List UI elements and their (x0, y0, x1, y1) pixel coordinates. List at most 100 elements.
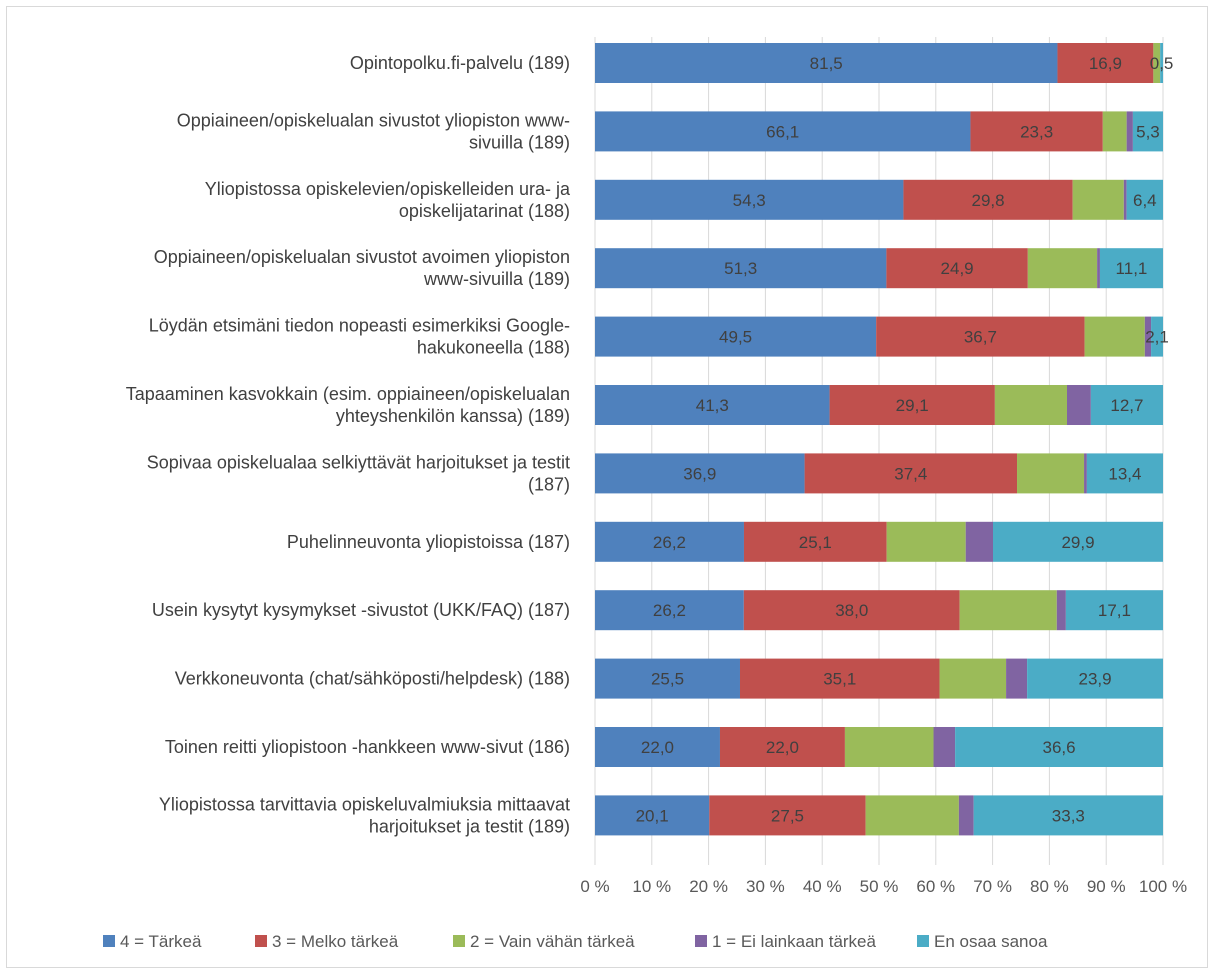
bar-segment (829, 385, 995, 425)
x-tick-label: 10 % (632, 877, 671, 896)
stacked-bar-chart: 81,5 16,9 0,5 66,1 23,3 5,3 54,3 29,8 6,4 51,3 24,… (103, 37, 1187, 951)
bar-segment (709, 795, 866, 836)
category-label: Tapaaminen kasvokkain (esim. oppiaineen/… (126, 384, 570, 404)
bar-segment (1090, 385, 1163, 425)
bar-segment (876, 316, 1085, 357)
category-label: Toinen reitti yliopistoon -hankkeen www-… (165, 737, 570, 757)
bar-segment (958, 795, 974, 836)
bar-segment (1067, 385, 1091, 425)
category-labels: Opintopolku.fi-palvelu (189) Oppiaineen/o… (126, 53, 571, 836)
category-label: Yliopistossa opiskelevien/opiskelleiden … (205, 179, 571, 199)
data-label: 25,1 (799, 533, 832, 552)
data-label: 24,9 (941, 259, 974, 278)
bar-segment (595, 385, 830, 425)
bar-segment (743, 521, 887, 562)
bar-segment (595, 590, 744, 631)
category-label: (187) (528, 474, 570, 494)
data-label: 41,3 (696, 396, 729, 415)
legend-entry: 3 = Melko tärkeä (272, 932, 399, 951)
data-label: 2,1 (1145, 328, 1169, 347)
bar-segment (1097, 248, 1100, 289)
data-label: 0,5 (1150, 54, 1174, 73)
bar-segment (1126, 111, 1133, 152)
data-label: 25,5 (651, 670, 684, 689)
data-label: 5,3 (1136, 122, 1160, 141)
bar-segment (970, 111, 1103, 152)
x-tick-label: 80 % (1030, 877, 1069, 896)
x-axis-ticks: 0 % 10 % 20 % 30 % 40 % 50 % 60 % 70 % 80 % 90 % 1… (580, 877, 1187, 896)
data-label: 54,3 (733, 191, 766, 210)
bar-segment (1057, 43, 1154, 83)
bar-segment (595, 521, 744, 562)
category-label: Sopivaa opiskelualaa selkiyttävät harjoi… (147, 452, 570, 472)
data-label: 33,3 (1052, 806, 1085, 825)
data-label: 13,4 (1108, 464, 1141, 483)
bar-segment (595, 111, 971, 152)
chart-frame: 81,5 16,9 0,5 66,1 23,3 5,3 54,3 29,8 6,4 51,3 24,… (6, 6, 1208, 968)
bars (595, 43, 1163, 836)
bar-segment (865, 795, 959, 836)
bar-segment (1084, 316, 1145, 357)
bar-segment (955, 727, 1163, 767)
x-tick-label: 50 % (860, 877, 899, 896)
category-label: Oppiaineen/opiskelualan sivustot yliopis… (177, 110, 570, 130)
data-label: 36,7 (964, 328, 997, 347)
data-label: 11,1 (1116, 259, 1148, 278)
data-label: 6,4 (1133, 191, 1157, 210)
bar-segment (595, 179, 904, 220)
data-label: 26,2 (653, 601, 686, 620)
legend-swatch (695, 935, 707, 947)
bar-segment (965, 521, 993, 562)
x-tick-label: 30 % (746, 877, 785, 896)
bar-segment (886, 248, 1028, 289)
x-tick-label: 100 % (1139, 877, 1187, 896)
bar-segment (719, 727, 845, 767)
bar-segment (1006, 658, 1028, 699)
data-label: 22,0 (641, 738, 674, 757)
data-label: 22,0 (766, 738, 799, 757)
data-label: 29,8 (972, 191, 1005, 210)
legend: 4 = Tärkeä 3 = Melko tärkeä 2 = Vain vähän… (103, 932, 1048, 951)
legend-swatch (917, 935, 929, 947)
data-label: 49,5 (719, 328, 752, 347)
data-label: 36,6 (1043, 738, 1076, 757)
bar-segment (1084, 453, 1087, 494)
data-label: 23,9 (1079, 670, 1112, 689)
x-tick-label: 60 % (916, 877, 955, 896)
legend-swatch (453, 935, 465, 947)
bar-segment (1099, 248, 1163, 289)
bar-segment (1086, 453, 1163, 494)
bar-segment (595, 316, 877, 357)
data-label: 51,3 (724, 259, 757, 278)
data-labels: 81,5 16,9 0,5 66,1 23,3 5,3 54,3 29,8 6,4 51,3 24,… (636, 54, 1174, 825)
legend-entry: 2 = Vain vähän tärkeä (470, 932, 635, 951)
bar-segment (1153, 43, 1161, 83)
bar-segment (1126, 179, 1163, 220)
legend-entry: 4 = Tärkeä (120, 932, 202, 951)
bar-segment (739, 658, 940, 699)
legend-entry: 1 = Ei lainkaan tärkeä (712, 932, 877, 951)
bar-segment (1160, 43, 1163, 83)
x-tick-label: 90 % (1087, 877, 1126, 896)
bar-segment (1017, 453, 1085, 494)
bar-segment (1123, 179, 1127, 220)
data-label: 29,9 (1061, 533, 1094, 552)
bar-segment (595, 453, 805, 494)
bar-segment (1102, 111, 1127, 152)
category-label: Puhelinneuvonta yliopistoissa (187) (287, 532, 570, 552)
category-label: hakukoneella (188) (417, 338, 570, 358)
bar-segment (1072, 179, 1124, 220)
category-label: Verkkoneuvonta (chat/sähköposti/helpdesk… (175, 669, 570, 689)
category-label: yhteyshenkilön kanssa) (189) (336, 406, 570, 426)
category-label: harjoitukset ja testit (189) (369, 816, 570, 836)
bar-segment (595, 658, 740, 699)
bar-segment (1027, 658, 1163, 699)
data-label: 37,4 (894, 464, 927, 483)
bar-segment (933, 727, 956, 767)
legend-swatch (103, 935, 115, 947)
x-tick-label: 70 % (973, 877, 1012, 896)
data-label: 20,1 (636, 806, 669, 825)
bar-segment (973, 795, 1163, 836)
data-label: 26,2 (653, 533, 686, 552)
bar-segment (595, 248, 887, 289)
